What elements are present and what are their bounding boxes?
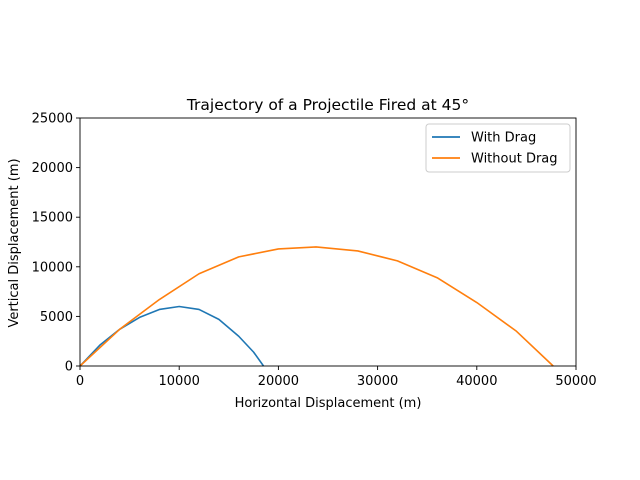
y-tick-label: 15000 (32, 211, 73, 226)
y-tick-label: 25000 (32, 112, 73, 127)
y-tick-label: 20000 (32, 161, 73, 176)
y-tick-label: 0 (65, 360, 73, 375)
x-tick-label: 30000 (357, 374, 398, 389)
legend-label-without-drag: Without Drag (471, 152, 558, 167)
series-line-with-drag (79, 305, 265, 367)
plot-area: 0 10000 20000 30000 40000 50000 0 5000 10000 1500… (32, 112, 597, 390)
series-line-without-drag (79, 246, 554, 367)
x-tick-label: 10000 (159, 374, 200, 389)
y-axis-label: Vertical Displacement (m) (7, 158, 22, 327)
x-tick-label: 0 (76, 374, 84, 389)
x-axis-label: Horizontal Displacement (m) (235, 396, 422, 411)
y-tick-label: 10000 (32, 260, 73, 275)
legend (425, 123, 571, 173)
x-tick-label: 20000 (258, 374, 299, 389)
y-tick-label: 5000 (40, 310, 73, 325)
chart-title: Trajectory of a Projectile Fired at 45° (186, 96, 469, 114)
axes-frame (79, 117, 577, 367)
x-tick-label: 50000 (555, 374, 596, 389)
legend-label-with-drag: With Drag (471, 131, 536, 146)
x-tick-label: 40000 (456, 374, 497, 389)
